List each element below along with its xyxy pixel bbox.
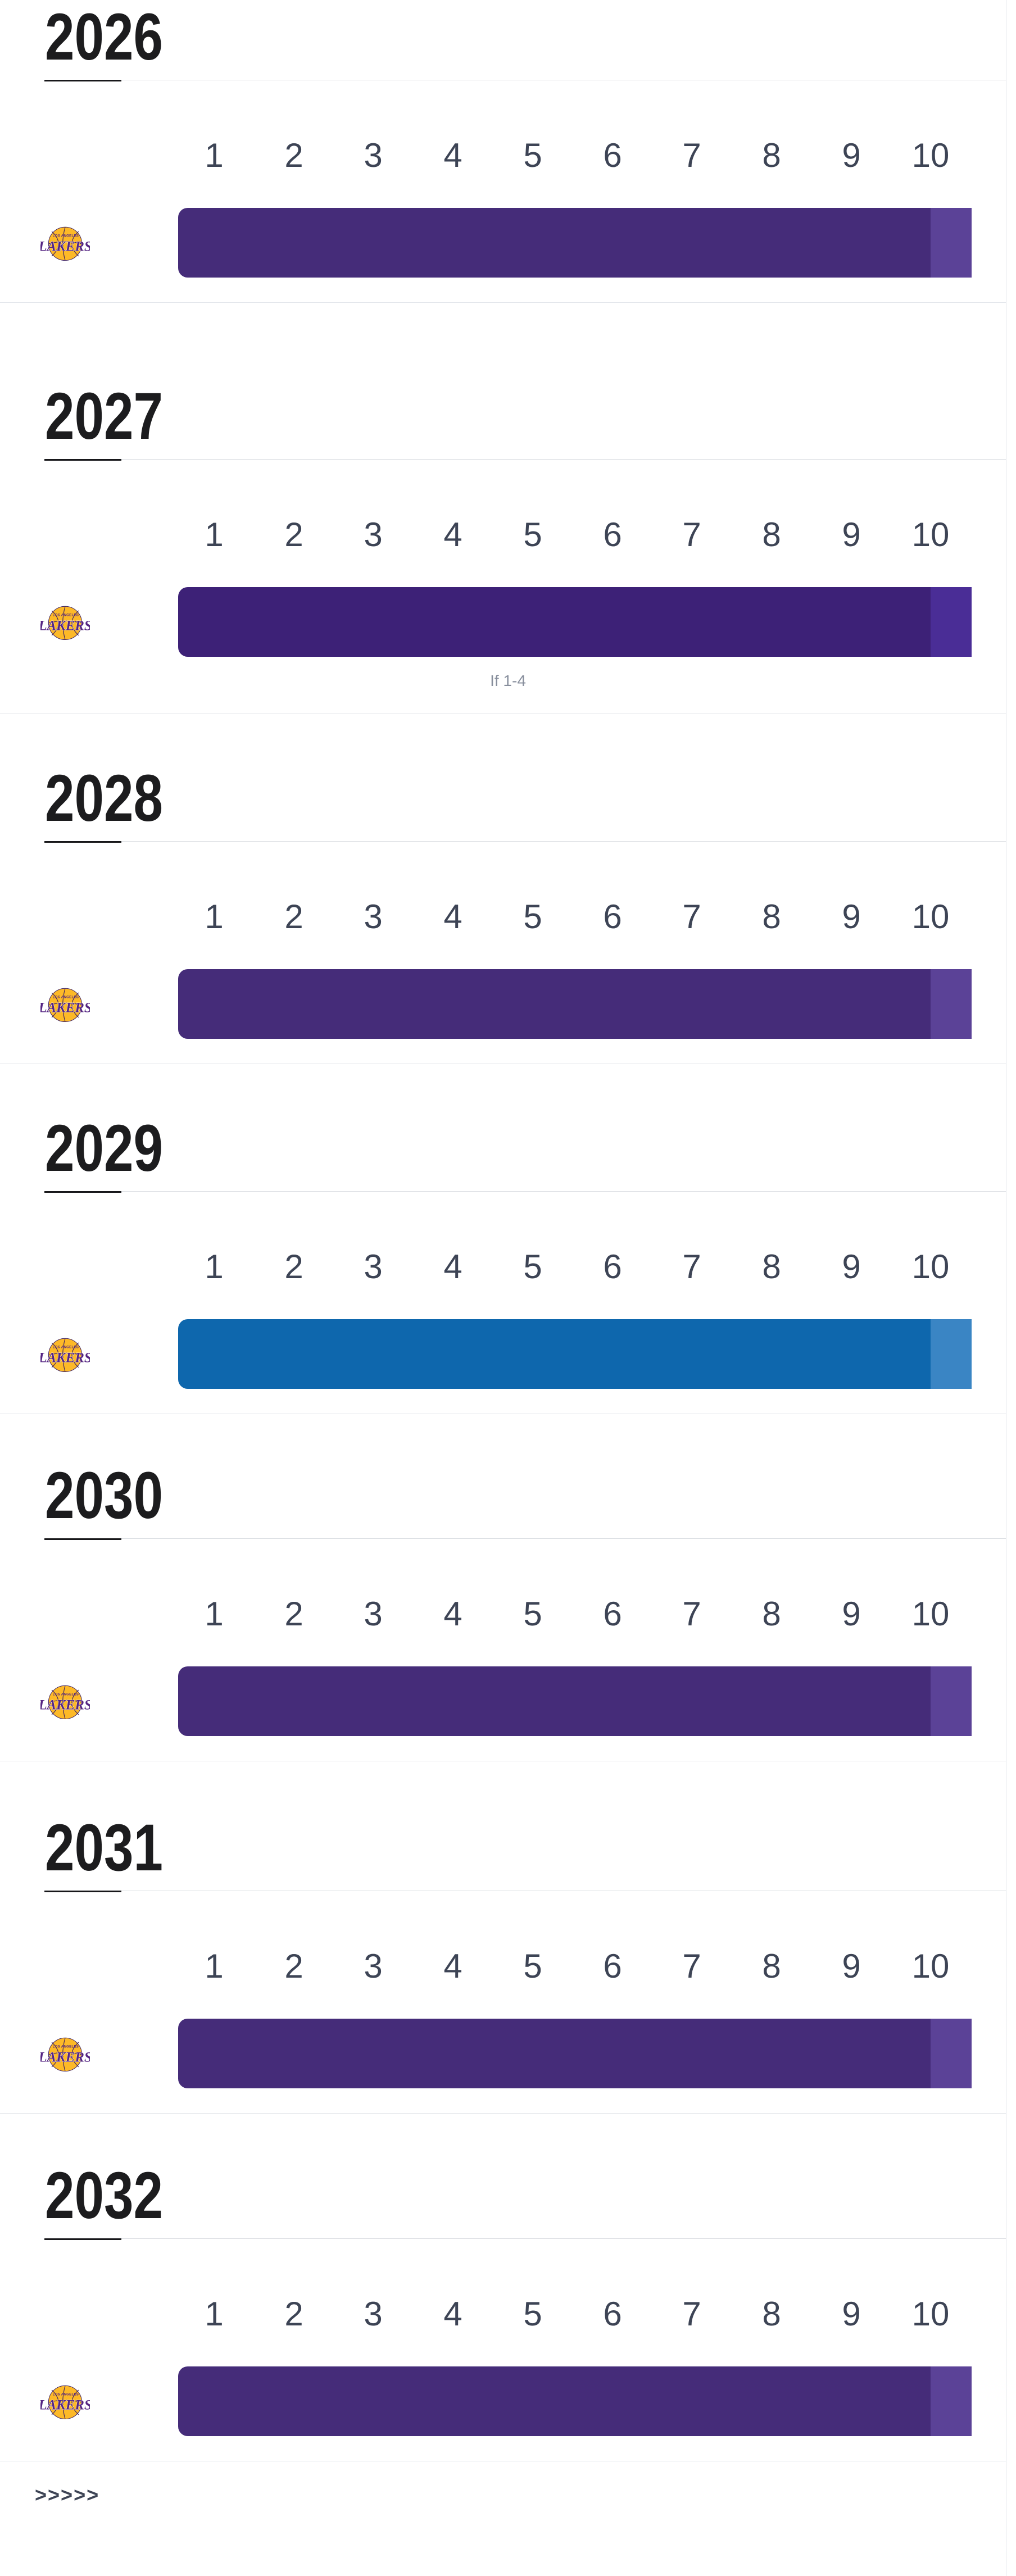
svg-text:LOS ANGELES: LOS ANGELES [53,2392,79,2396]
svg-text:LAKERS: LAKERS [40,1350,90,1365]
svg-text:LOS ANGELES: LOS ANGELES [53,613,79,617]
svg-text:LOS ANGELES: LOS ANGELES [53,1345,79,1349]
svg-text:LAKERS: LAKERS [40,1000,90,1015]
svg-text:LAKERS: LAKERS [40,1697,90,1712]
svg-text:LOS ANGELES: LOS ANGELES [53,234,79,238]
svg-text:LAKERS: LAKERS [40,2397,90,2413]
svg-text:LOS ANGELES: LOS ANGELES [53,2045,79,2048]
svg-text:LAKERS: LAKERS [40,239,90,254]
svg-text:LAKERS: LAKERS [40,618,90,633]
svg-text:LOS ANGELES: LOS ANGELES [53,1692,79,1696]
svg-text:LAKERS: LAKERS [40,2050,90,2065]
svg-text:LOS ANGELES: LOS ANGELES [53,995,79,999]
